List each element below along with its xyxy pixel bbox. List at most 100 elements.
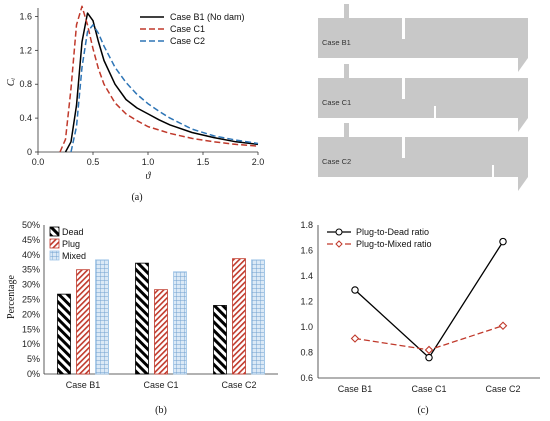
a-x-tick-label: 1.0	[142, 157, 155, 167]
a-legend-label: Case B1 (No dam)	[170, 12, 245, 22]
c-point-diamond	[350, 334, 360, 343]
b-y-tick-label: 30%	[22, 280, 40, 290]
c-point-diamond	[424, 345, 434, 355]
b-legend-swatch	[49, 226, 60, 237]
panel-a-caption: (a)	[131, 192, 142, 203]
panel-c-plot-area: 0.6 0.8 1.0 1.2 1.4 1.6 1.8 Case B1 Case C1 Case …	[300, 220, 540, 394]
bar-dead	[213, 305, 227, 375]
a-y-tick-label: 0.4	[19, 113, 32, 123]
b-category-label: Case C1	[143, 380, 178, 390]
b-category-label: Case C2	[221, 380, 256, 390]
tank-body	[318, 78, 528, 132]
a-x-tick-label: 1.5	[197, 157, 210, 167]
panel-a-ylabel: Cᵢ	[6, 77, 17, 86]
b-y-tick-label: 45%	[22, 235, 40, 245]
c-category-label: Case C1	[411, 384, 446, 394]
geometry-case-1: Case B1	[318, 4, 528, 72]
c-y-tick-label: 0.8	[300, 348, 313, 358]
bar-dead	[135, 262, 149, 375]
dam	[434, 106, 436, 118]
panel-c-legend: Plug-to-Dead ratio Plug-to-Mixed ratio	[327, 227, 432, 249]
bar-plug	[232, 258, 246, 375]
panel-b-plot-area: 0% 5% 10% 15% 20% 25% 30% 35% 40% 45% 50% Case B1 Ca…	[22, 220, 278, 390]
panel-a-xlabel: ϑ	[146, 171, 152, 182]
a-x-tick-label: 0.5	[87, 157, 100, 167]
bar-mixed	[251, 259, 265, 375]
b-y-tick-label: 15%	[22, 324, 40, 334]
bar-plug	[154, 289, 168, 375]
tank-body	[318, 18, 528, 72]
c-legend-label: Plug-to-Mixed ratio	[356, 239, 432, 249]
inlet-pipe	[344, 64, 349, 78]
a-legend-label: Case C2	[170, 36, 205, 46]
b-y-tick-label: 0%	[27, 369, 40, 379]
c-series-line-1	[354, 241, 504, 359]
c-legend-label: Plug-to-Dead ratio	[356, 227, 429, 237]
dam	[492, 165, 494, 177]
c-point-circle	[425, 353, 433, 362]
baffle	[402, 77, 405, 99]
b-y-tick-label: 40%	[22, 250, 40, 260]
a-y-tick-label: 1.2	[19, 45, 32, 55]
b-y-tick-label: 50%	[22, 220, 40, 230]
b-legend-label: Dead	[62, 227, 84, 237]
panel-a-legend: Case B1 (No dam) Case C1 Case C2	[140, 12, 245, 46]
bar-plug	[76, 269, 90, 375]
a-y-tick-label: 1.6	[19, 11, 32, 21]
c-legend-marker	[335, 240, 343, 248]
b-legend-swatch	[49, 238, 60, 249]
a-y-tick-label: 0.8	[19, 79, 32, 89]
inlet-pipe	[344, 123, 349, 137]
bar-dead	[57, 293, 71, 375]
bar-mixed	[95, 259, 109, 375]
panel-c-caption: (c)	[417, 405, 428, 416]
geometry-case-3: Case C2	[318, 123, 528, 191]
geometry-schematics: Case B1 Case C1 Case C2	[318, 4, 528, 191]
b-y-tick-label: 25%	[22, 295, 40, 305]
a-y-tick-label: 0	[27, 147, 32, 157]
b-legend-swatch	[49, 250, 60, 261]
c-category-label: Case B1	[338, 384, 373, 394]
c-point-circle	[499, 237, 507, 246]
b-legend-label: Plug	[62, 239, 80, 249]
b-y-tick-label: 20%	[22, 309, 40, 319]
baffle	[402, 17, 405, 39]
a-series-line-3	[70, 24, 259, 153]
a-x-tick-label: 2.0	[252, 157, 265, 167]
panel-a-line-chart: Cᵢ ϑ 0.0 0.5 1.0 1.5 2.0 0 0.4 0.8 1.2 1.6 Case B…	[6, 5, 265, 203]
c-legend-marker	[335, 228, 343, 236]
geometry-case-label: Case B1	[322, 38, 351, 47]
c-point-diamond	[498, 321, 508, 331]
b-y-tick-label: 35%	[22, 265, 40, 275]
inlet-pipe	[344, 4, 349, 18]
tank-body	[318, 137, 528, 191]
a-x-tick-label: 0.0	[32, 157, 45, 167]
c-y-tick-label: 1.2	[300, 297, 313, 307]
b-y-tick-label: 5%	[27, 354, 40, 364]
panel-b-bar-chart: Percentage 0% 5% 10% 15% 20% 25% 30% 35% 40% 45% 5…	[6, 220, 278, 416]
b-legend-label: Mixed	[62, 251, 86, 261]
baffle	[402, 136, 405, 158]
a-series-line-2	[59, 5, 259, 153]
panel-a-plot-area: 0.0 0.5 1.0 1.5 2.0 0 0.4 0.8 1.2 1.6	[19, 5, 265, 167]
panel-b-legend: Dead Plug Mixed	[49, 226, 86, 261]
c-category-label: Case C2	[485, 384, 520, 394]
c-y-tick-label: 0.6	[300, 373, 313, 383]
panel-b-caption: (b)	[155, 405, 167, 416]
b-y-tick-label: 10%	[22, 339, 40, 349]
panel-b-ylabel: Percentage	[6, 275, 17, 319]
c-y-tick-label: 1.0	[300, 322, 313, 332]
geometry-case-label: Case C1	[322, 98, 351, 107]
bar-mixed	[173, 271, 187, 375]
a-legend-label: Case C1	[170, 24, 205, 34]
geometry-case-label: Case C2	[322, 157, 351, 166]
panel-c-line-chart: 0.6 0.8 1.0 1.2 1.4 1.6 1.8 Case B1 Case C1 Case …	[300, 220, 540, 416]
geometry-case-2: Case C1	[318, 64, 528, 132]
c-y-tick-label: 1.8	[300, 220, 313, 230]
c-y-tick-label: 1.4	[300, 271, 313, 281]
c-y-tick-label: 1.6	[300, 246, 313, 256]
a-series-line-1	[64, 12, 259, 153]
b-category-label: Case B1	[66, 380, 101, 390]
c-point-circle	[351, 286, 359, 294]
